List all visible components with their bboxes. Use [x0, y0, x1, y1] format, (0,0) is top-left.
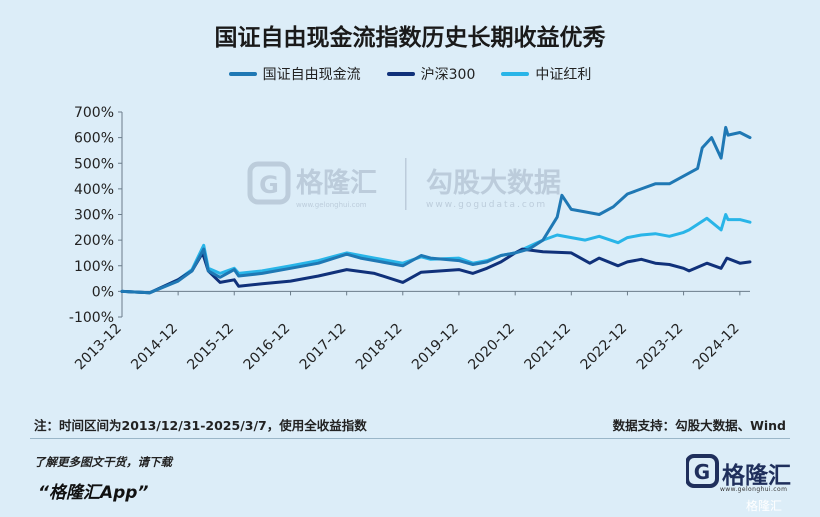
brand-name: 格隆汇	[722, 463, 791, 489]
brand-logo-icon: G	[686, 454, 719, 488]
watermark-partner-url: www.gogudata.com	[426, 200, 547, 210]
legend-swatch-series2	[386, 72, 415, 76]
chart-lines	[120, 125, 752, 295]
promo-text: 了解更多图文干货，请下载	[34, 455, 172, 469]
y-tick-label: 200%	[74, 233, 114, 249]
series-line-1	[120, 125, 752, 295]
watermark-logo-icon	[247, 161, 291, 205]
x-tick-label: 2023-12	[634, 321, 687, 374]
x-tick-label: 2019-12	[409, 321, 462, 374]
x-tick-label: 2016-12	[241, 321, 294, 374]
footer-divider	[30, 438, 790, 439]
x-tick-label: 2014-12	[128, 321, 181, 374]
x-tick-label: 2017-12	[297, 321, 350, 374]
x-tick-label: 2020-12	[465, 321, 518, 374]
watermark-partner-cn: 勾股大数据	[426, 168, 561, 199]
y-tick-label: 300%	[74, 208, 114, 224]
legend-label-series2: 沪深300	[420, 67, 476, 83]
x-tick-label: 2021-12	[521, 321, 574, 374]
legend-swatch-series1	[228, 72, 257, 76]
watermark-brand-cn: 格隆汇	[296, 168, 377, 199]
y-tick-label: 400%	[74, 182, 114, 198]
legend-label-series3: 中证红利	[535, 67, 592, 83]
y-tick-label: 500%	[74, 156, 114, 172]
legend-item-series2: 沪深300	[386, 64, 476, 84]
y-tick-label: -100%	[69, 310, 114, 326]
brand-url: www.gelonghui.com	[720, 486, 788, 493]
x-tick-label: 2024-12	[690, 321, 743, 374]
chart-title: 国证自由现金流指数历史长期收益优秀	[214, 25, 606, 51]
x-tick-label: 2022-12	[578, 321, 631, 374]
x-tick-label: 2018-12	[353, 321, 406, 374]
x-tick-label: 2015-12	[184, 321, 237, 374]
chart-axes: 700% 600% 500% 400% 300% 200% 100% 0% -100%2013-…	[69, 105, 750, 373]
chart-legend: 国证自由现金流 沪深300 中证红利	[0, 64, 820, 84]
line-chart: G 格隆汇 www.gelonghui.com 勾股大数据 www.goguda…	[69, 105, 752, 373]
series-line-2	[120, 247, 752, 295]
watermark-logo-glyph: G	[259, 171, 279, 199]
promo-app-name: “格隆汇App”	[38, 483, 149, 503]
footnote: 注：时间区间为2013/12/31-2025/3/7，使用全收益指数	[34, 418, 367, 433]
y-tick-label: 100%	[74, 259, 114, 275]
y-tick-label: 600%	[74, 131, 114, 147]
watermark: G 格隆汇 www.gelonghui.com 勾股大数据 www.goguda…	[247, 158, 561, 210]
x-tick-label: 2013-12	[72, 321, 125, 374]
svg-text:G: G	[694, 460, 710, 484]
series-line-3	[120, 213, 752, 295]
watermark-brand-url: www.gelonghui.com	[296, 201, 367, 209]
legend-label-series1: 国证自由现金流	[262, 67, 361, 83]
legend-item-series1: 国证自由现金流	[228, 64, 361, 84]
y-tick-label: 700%	[74, 105, 114, 121]
watermark-divider	[405, 158, 407, 210]
legend-item-series3: 中证红利	[501, 64, 591, 84]
corner-watermark: 格隆汇	[746, 499, 783, 513]
y-tick-label: 0%	[92, 284, 114, 300]
legend-swatch-series3	[501, 72, 530, 76]
data-source: 数据支持：勾股大数据、Wind	[612, 418, 786, 433]
